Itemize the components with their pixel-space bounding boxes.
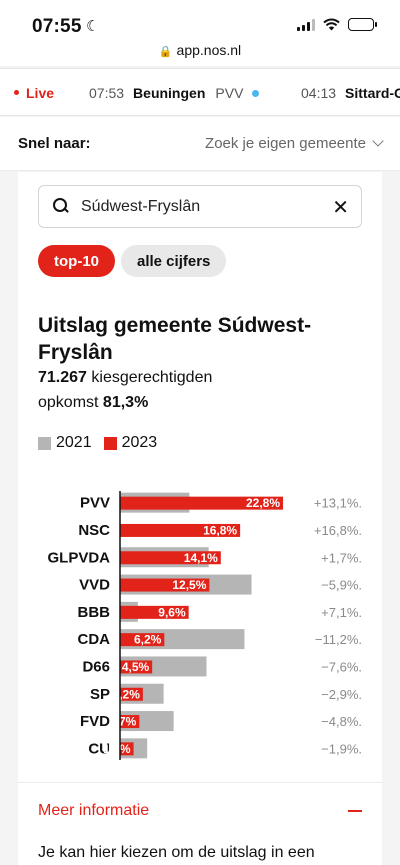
ticker-item[interactable]: 04:13 Sittard-G: [301, 85, 400, 101]
change-label: +1,7%.: [321, 550, 362, 565]
view-tabs: top-10 alle cijfers: [38, 245, 227, 277]
value-label: 3,2%: [113, 687, 141, 701]
lock-icon: 🔒: [158, 46, 173, 58]
change-label: −11,2%.: [315, 632, 362, 647]
new-indicator-icon: [252, 89, 260, 97]
status-time: 07:55: [32, 16, 82, 37]
more-info-toggle[interactable]: Meer informatie: [38, 802, 150, 819]
party-label: NSC: [78, 522, 110, 539]
party-label: PVV: [80, 495, 110, 512]
voters-label: kiesgerechtigden: [91, 369, 213, 386]
change-label: −7,6%.: [321, 659, 362, 674]
bar-2023: [120, 496, 284, 510]
change-label: −4,8%.: [321, 714, 362, 729]
value-label: 2,7%: [109, 715, 137, 729]
tab-top-10[interactable]: top-10: [38, 245, 115, 277]
result-card: Súdwest-Fryslân ✕ top-10 alle cijfers Ui…: [18, 172, 382, 865]
ticker-party: PVV: [215, 85, 244, 101]
bar-2023: [120, 742, 134, 756]
quick-nav-label: Snel naar:: [18, 135, 91, 152]
search-value[interactable]: Súdwest-Fryslân: [81, 198, 201, 215]
party-label: VVD: [79, 577, 110, 594]
value-label: 6,2%: [134, 633, 162, 647]
page-title: Uitslag gemeente Súdwest-Fryslân: [38, 314, 312, 364]
value-label: 16,8%: [203, 523, 237, 537]
wifi-icon: [323, 18, 340, 31]
bar-2023: [120, 605, 189, 619]
legend-swatch: [103, 436, 117, 450]
turnout-value: 81,3%: [102, 394, 149, 411]
moon-icon: ☾: [86, 18, 100, 35]
party-label: SP: [90, 686, 110, 703]
bar-2023: [120, 660, 153, 674]
url-text: app.nos.nl: [176, 42, 242, 58]
chart-legend: 2021 2023: [38, 434, 157, 452]
search-input[interactable]: Súdwest-Fryslân ✕: [38, 185, 362, 228]
legend-item-2023: 2023: [103, 434, 157, 452]
search-icon: [53, 198, 68, 213]
ticker-place: Beuningen: [133, 85, 206, 101]
quick-nav: Snel naar: Zoek je eigen gemeente: [0, 117, 400, 171]
collapse-icon[interactable]: [348, 810, 362, 812]
bar-2023: [120, 578, 210, 592]
value-label: 14,1%: [184, 551, 218, 565]
turnout-label: opkomst: [38, 394, 99, 411]
bar-2023: [120, 715, 140, 729]
url-bar[interactable]: 🔒 app.nos.nl: [0, 42, 400, 66]
ticker-place: Sittard-G: [345, 85, 400, 101]
info-text: Je kan hier kiezen om de uitslag in een: [38, 844, 315, 861]
value-label: 9,6%: [158, 605, 186, 619]
municipality-select-text: Zoek je eigen gemeente: [205, 135, 366, 152]
change-label: −1,9%.: [321, 741, 362, 756]
change-label: +7,1%.: [321, 605, 362, 620]
bar-2023: [120, 633, 165, 647]
change-label: −2,9%.: [321, 687, 362, 702]
value-label: 4,5%: [122, 660, 150, 674]
party-label: GLPVDA: [47, 549, 110, 566]
status-icons: [297, 18, 377, 31]
live-dot-icon: [14, 89, 19, 95]
live-ticker[interactable]: Live 07:53 Beuningen PVV 04:13 Sittard-G: [0, 68, 400, 116]
value-label: 12,5%: [172, 578, 206, 592]
value-label: 1,9%: [103, 742, 131, 756]
party-label: BBB: [78, 604, 111, 621]
bar-2023: [120, 523, 241, 537]
chevron-down-icon: [372, 134, 384, 147]
ticker-time: 04:13: [301, 85, 337, 101]
status-bar: 07:55 ☾: [0, 0, 400, 46]
party-label: CDA: [78, 631, 111, 648]
voters-stat: 71.267 kiesgerechtigden: [38, 369, 212, 387]
voters-number: 71.267: [38, 369, 87, 386]
bar-2023: [120, 687, 143, 701]
results-bar-chart: PVV 22,8% +13,1%. NSC 16,8% +16,8%. GLPVDA 14,1…: [47, 491, 362, 760]
signal-icon: [297, 18, 315, 31]
municipality-select[interactable]: Zoek je eigen gemeente: [205, 134, 384, 152]
party-label: CU: [88, 740, 110, 757]
change-label: +13,1%.: [314, 496, 362, 511]
legend-item-2021: 2021: [38, 434, 92, 452]
ticker-time: 07:53: [89, 85, 125, 101]
turnout-stat: opkomst 81,3%: [38, 394, 148, 412]
change-label: −5,9%.: [321, 578, 362, 593]
battery-icon: [348, 18, 377, 31]
change-label: +16,8%.: [314, 523, 362, 538]
party-label: FVD: [80, 713, 110, 730]
ticker-item[interactable]: 07:53 Beuningen PVV: [89, 85, 260, 101]
live-label[interactable]: Live: [14, 85, 54, 101]
tab-alle-cijfers[interactable]: alle cijfers: [121, 245, 227, 277]
clear-icon[interactable]: ✕: [332, 197, 349, 219]
legend-swatch: [38, 436, 51, 450]
bar-2023: [120, 551, 221, 565]
value-label: 22,8%: [246, 496, 280, 510]
party-label: D66: [82, 658, 110, 675]
divider: [18, 782, 382, 783]
